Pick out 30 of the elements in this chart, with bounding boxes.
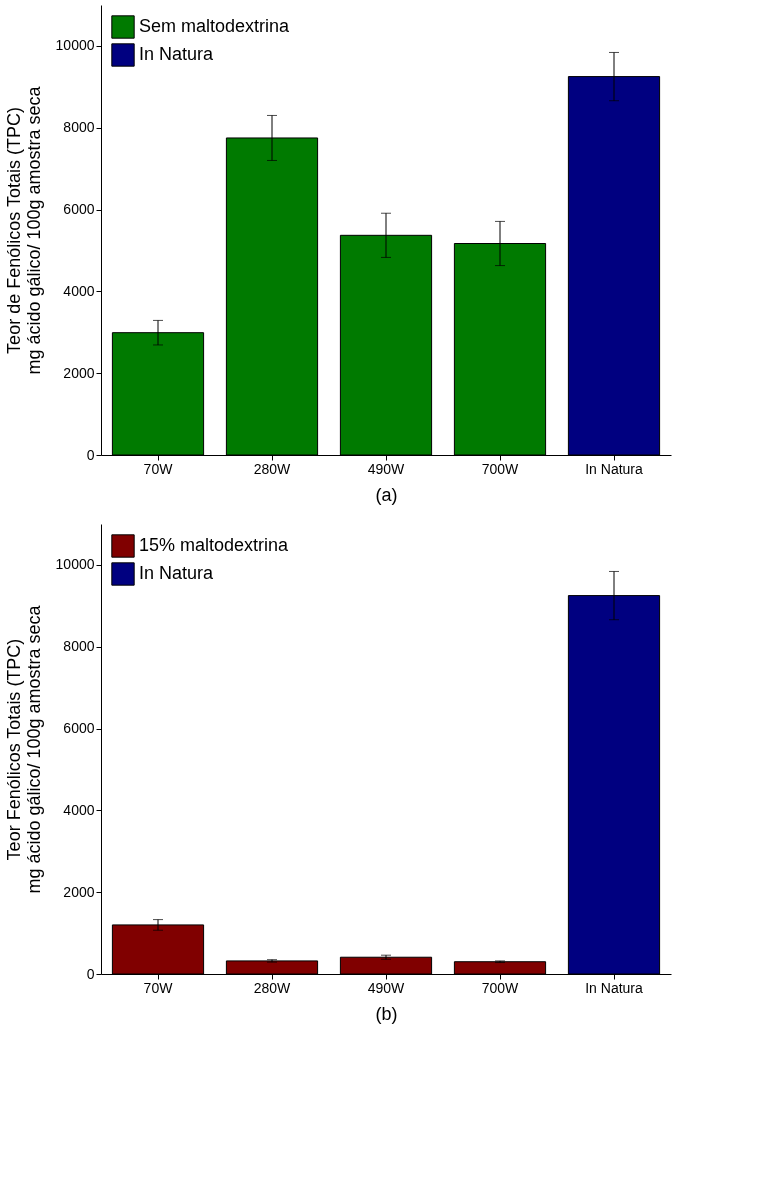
y-axis-title: Teor Fenólicos Totais (TPC) mg ácido gálico/ 100g amostra seca (3, 604, 44, 894)
y-tick-label: 10000 (55, 37, 95, 54)
x-tick-label: 280W (253, 460, 292, 477)
x-tick-label: 280W (253, 979, 292, 996)
x-tick-label: 490W (367, 460, 406, 477)
x-tick-label: 700W (481, 979, 520, 996)
y-tick-label: 0 (86, 965, 95, 982)
y-tick-label: 2000 (63, 883, 95, 900)
x-tick-label: 70W (143, 979, 174, 996)
x-tick-label: 490W (367, 979, 406, 996)
legend-label: In Natura (139, 563, 215, 583)
x-tick-label: 700W (481, 460, 520, 477)
x-tick-label: In Natura (585, 979, 643, 996)
y-tick-label: 6000 (63, 201, 95, 218)
x-tick-label: 70W (143, 460, 174, 477)
x-axis-title: (a) (375, 484, 398, 505)
y-axis-title: Teor de Fenólicos Totais (TPC) mg ácido gálico/ 100g amostra seca (3, 85, 44, 375)
legend-label: Sem maltodextrina (139, 16, 291, 36)
y-tick-label: 0 (86, 446, 95, 463)
x-tick-label: In Natura (585, 460, 643, 477)
y-tick-label: 8000 (63, 119, 95, 136)
legend-label: 15% maltodextrina (139, 535, 290, 555)
y-tick-label: 6000 (63, 720, 95, 737)
x-axis-title: (b) (375, 1003, 398, 1024)
y-tick-label: 8000 (63, 638, 95, 655)
y-tick-label: 4000 (63, 282, 95, 299)
y-tick-label: 2000 (63, 364, 95, 381)
y-tick-label: 4000 (63, 801, 95, 818)
y-tick-label: 10000 (55, 556, 95, 573)
legend-label: In Natura (139, 44, 215, 64)
